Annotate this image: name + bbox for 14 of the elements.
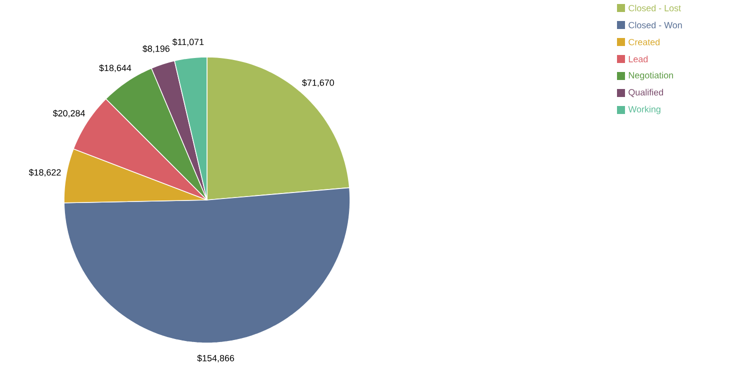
legend-label: Closed - Lost [628, 4, 681, 12]
data-label: $11,071 [172, 38, 204, 46]
data-label: $18,644 [99, 64, 132, 72]
legend-label: Qualified [628, 88, 664, 98]
legend-label: Lead [628, 56, 648, 62]
legend-label: Working [628, 106, 660, 114]
data-label: $71,670 [302, 79, 334, 87]
data-label: $18,622 [28, 168, 61, 177]
data-label: $8,196 [142, 45, 170, 53]
legend-label: Closed - Won [628, 22, 682, 28]
data-label: $154,866 [197, 354, 234, 362]
legend-label: Negotiation [628, 72, 673, 80]
data-label: $20,284 [52, 110, 85, 118]
legend-label: Created [628, 38, 660, 46]
